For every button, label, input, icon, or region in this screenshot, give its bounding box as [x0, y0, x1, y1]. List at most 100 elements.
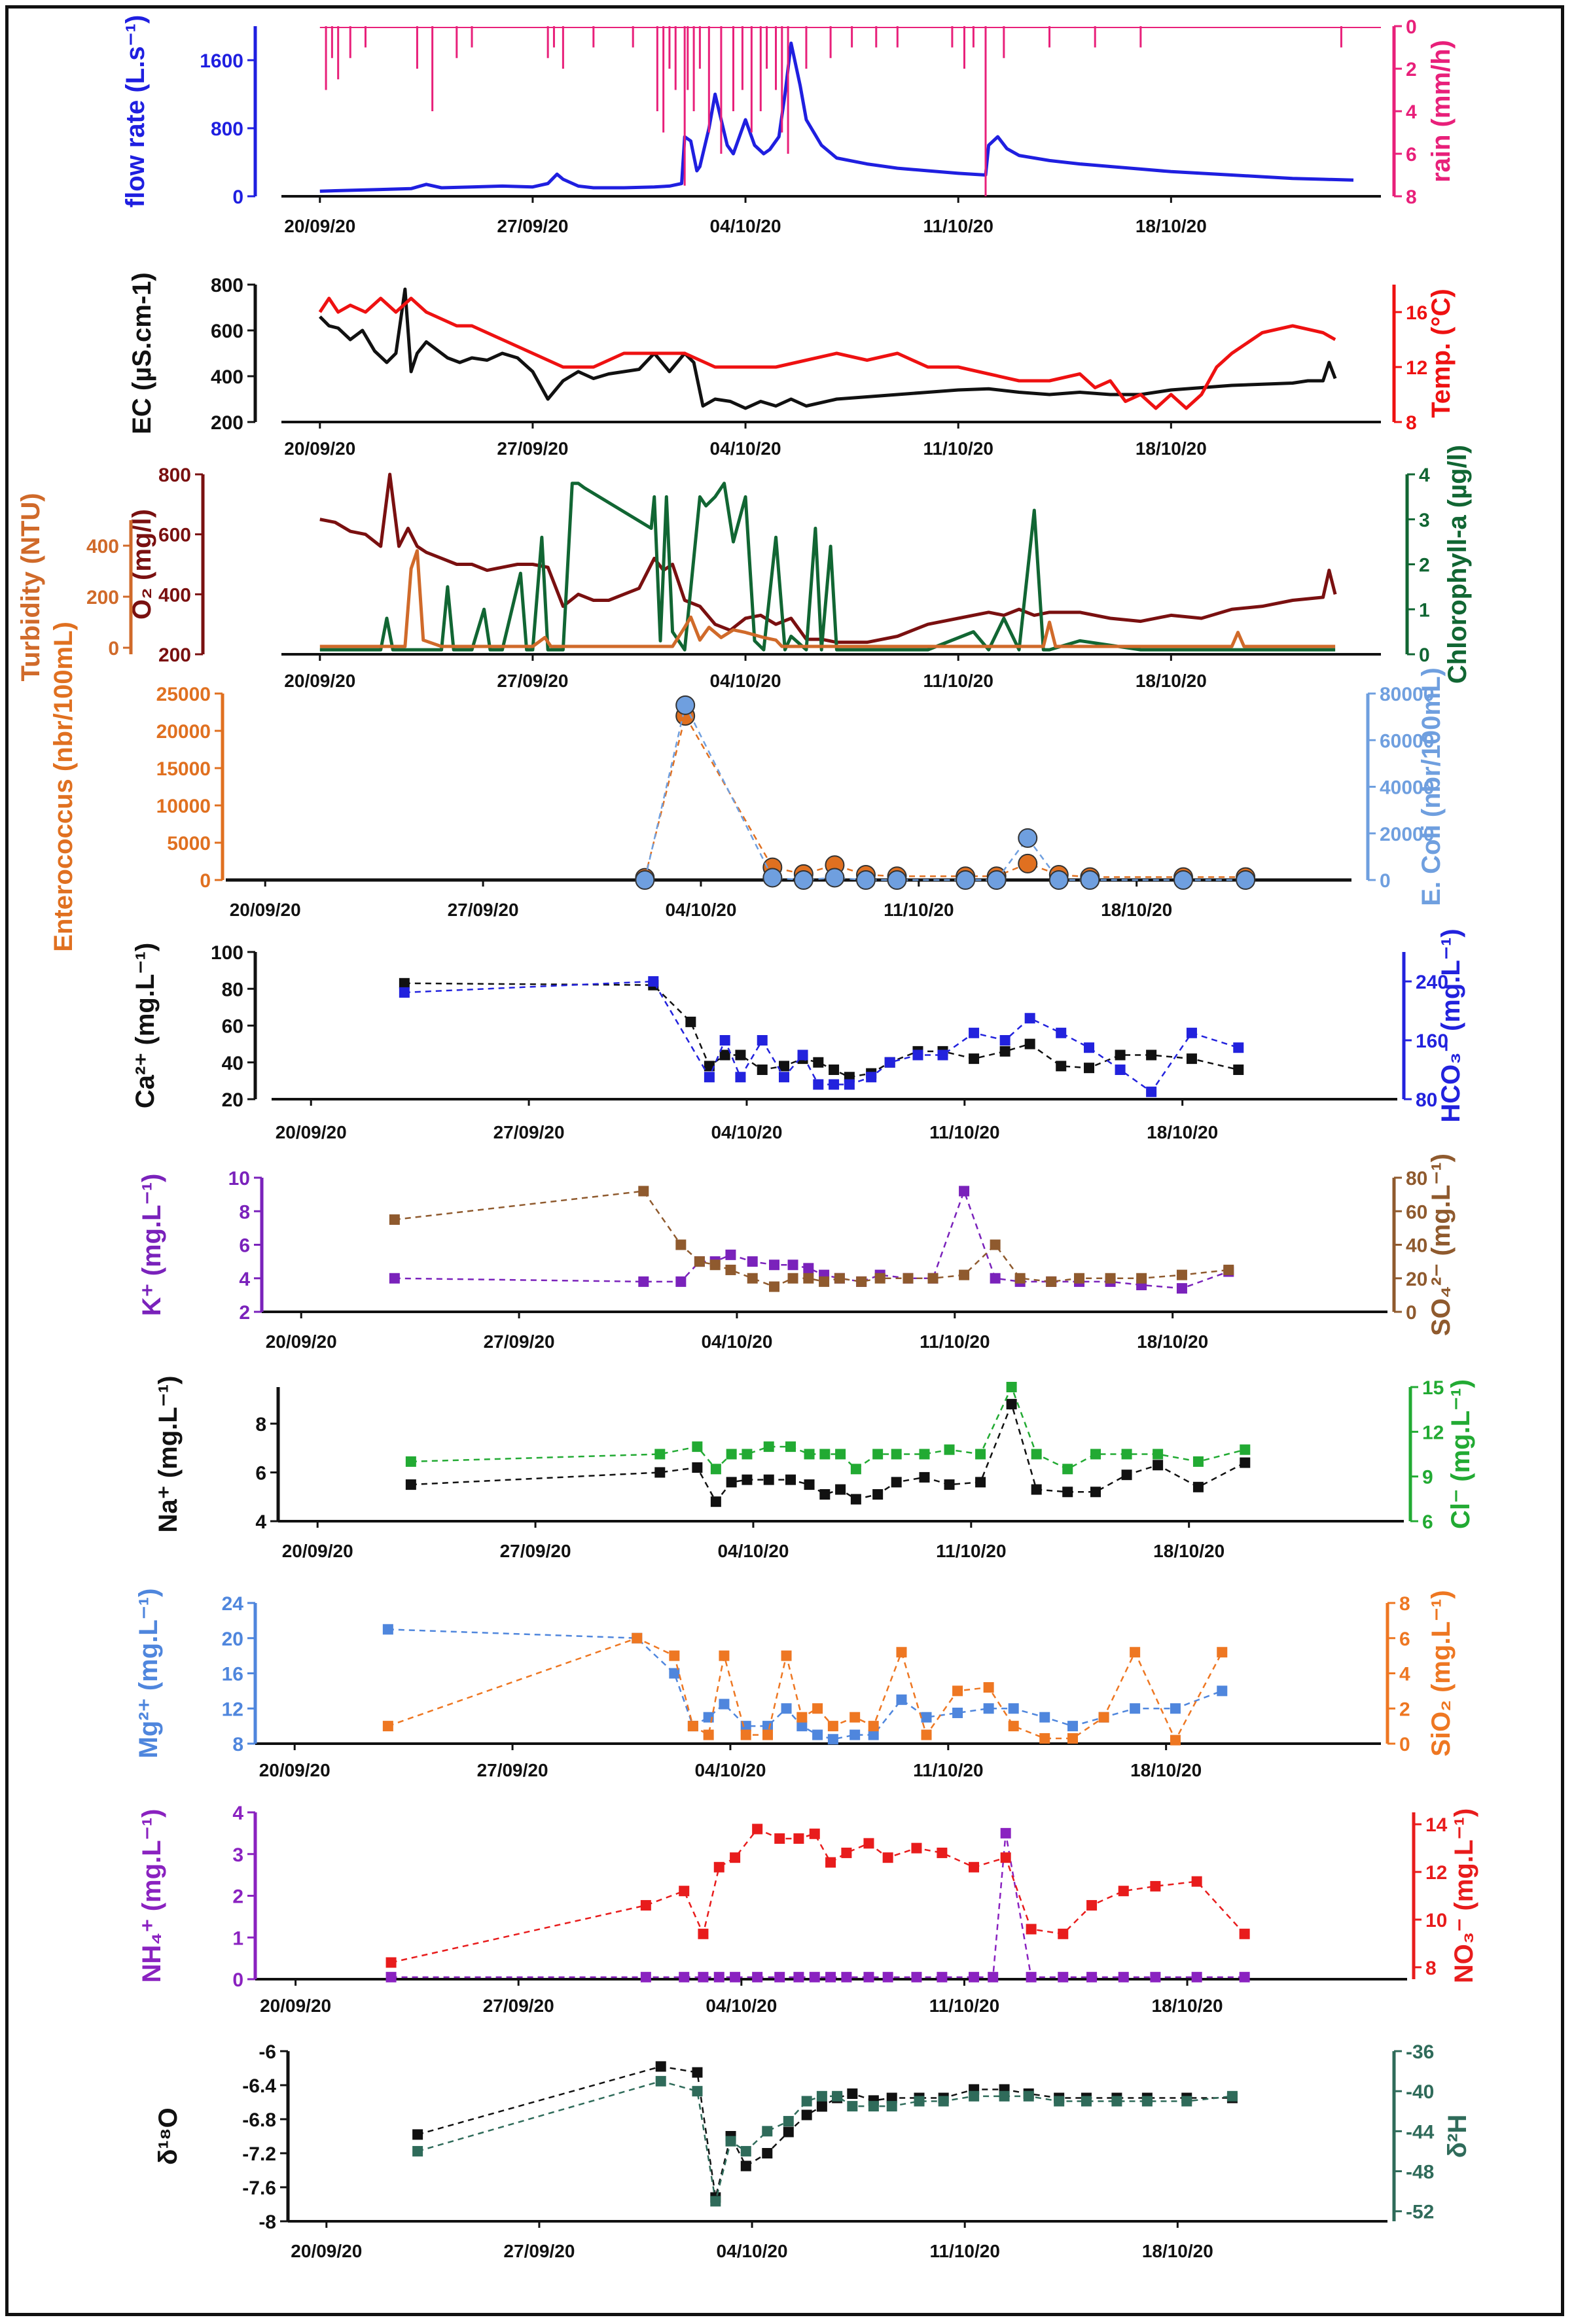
right-tick-label: 0 [1399, 1734, 1410, 1755]
right-tick-label: 2 [1406, 59, 1417, 80]
data-point [841, 1847, 852, 1858]
data-point [819, 1276, 830, 1287]
data-point [847, 2101, 858, 2112]
data-point [399, 987, 410, 998]
series-o2 [319, 472, 1337, 644]
left-axis-label: K⁺ (mg.L⁻¹) [137, 1174, 166, 1316]
left-tick-label: 4 [255, 1511, 266, 1533]
data-point [389, 1214, 400, 1225]
data-point [762, 2148, 773, 2158]
left-tick-label: 0 [232, 1969, 243, 1991]
data-point [868, 1729, 879, 1740]
data-point [1058, 1971, 1069, 1982]
data-point [1118, 1886, 1129, 1897]
series-line [319, 549, 1336, 648]
data-point [399, 977, 410, 989]
data-point [872, 1489, 884, 1500]
right-tick-label: 20 [1406, 1269, 1427, 1290]
series-dashed-line [391, 1827, 1245, 1963]
data-point [819, 1449, 831, 1460]
data-point [793, 1971, 804, 1982]
x-tick-label: 27/09/20 [493, 1122, 565, 1142]
left-tick-label: 3 [232, 1844, 243, 1866]
right-tick-label: 8 [1406, 186, 1417, 208]
left-axis-label: EC (µS.cm-1) [128, 272, 156, 434]
data-point [1080, 870, 1100, 890]
x-tick-label: 11/10/20 [929, 1122, 999, 1142]
data-point [774, 1971, 785, 1982]
data-point [787, 1259, 798, 1271]
left-axis-label: NH₄⁺ (mg.L⁻¹) [137, 1809, 166, 1983]
x-tick-label: 20/09/20 [284, 216, 355, 236]
data-point [919, 1471, 930, 1483]
data-point [1111, 2096, 1122, 2107]
data-point [793, 1833, 804, 1844]
data-point [735, 1049, 746, 1061]
right-tick-label: 0 [1406, 16, 1417, 38]
data-point [687, 1721, 698, 1732]
left-tick-label: 1600 [200, 50, 243, 72]
right-tick-label: 240 [1416, 972, 1448, 993]
data-point [1026, 1924, 1037, 1935]
data-point [1056, 1061, 1067, 1072]
x-tick-label: 20/09/20 [282, 1541, 353, 1561]
x-tick-label: 11/10/20 [936, 1541, 1006, 1561]
data-point [887, 870, 907, 890]
data-point [752, 1823, 763, 1835]
left-tick-label: 4 [239, 1269, 250, 1290]
x-tick-label: 20/09/20 [284, 438, 355, 459]
data-point [382, 1721, 393, 1732]
right-tick-label: 6 [1406, 144, 1417, 166]
data-point [914, 2096, 925, 2107]
data-point [1146, 1086, 1157, 1097]
series-sio2 [382, 1632, 1228, 1746]
data-point [783, 2126, 794, 2138]
right-tick-label: 6 [1399, 1629, 1410, 1650]
right-axis-label: Cl⁻ (mg.L⁻¹) [1446, 1379, 1475, 1529]
data-point [903, 1273, 914, 1284]
data-point [944, 1444, 955, 1455]
series-no3- [385, 1823, 1250, 1968]
data-point [698, 1928, 709, 1939]
data-point [938, 2096, 949, 2107]
series-temp- [318, 296, 1336, 410]
data-point [796, 1712, 808, 1723]
right-tick-label: 60000 [1380, 730, 1434, 752]
data-point [1014, 1273, 1026, 1284]
data-point [648, 976, 659, 987]
right-tick-label: 0 [1380, 870, 1391, 892]
left-tick-label: 200 [158, 644, 191, 666]
data-point [813, 1079, 824, 1090]
left-tick-label: 20 [222, 1089, 243, 1111]
x-tick-label: 20/09/20 [259, 1760, 331, 1780]
data-point [1098, 1712, 1109, 1723]
data-point [834, 1273, 845, 1284]
data-point [710, 2196, 721, 2207]
data-point [679, 1886, 690, 1897]
right-axis-label: SiO₂ (mg.L⁻¹) [1427, 1590, 1456, 1756]
data-point [1217, 1685, 1228, 1697]
series-line [319, 41, 1354, 193]
data-point [983, 1682, 994, 1693]
data-point [850, 1729, 861, 1740]
data-point [816, 2090, 827, 2102]
data-point [640, 1900, 651, 1911]
data-point [891, 1449, 902, 1460]
x-tick-label: 27/09/20 [448, 900, 519, 920]
panel-8: 20/09/20 27/09/20 04/10/20 11/10/20 18/10/20… [134, 1589, 1456, 1780]
data-point [1081, 2096, 1092, 2107]
left-tick-label: 8 [255, 1414, 266, 1435]
series-d2h [412, 2075, 1238, 2207]
data-point [1086, 1971, 1098, 1982]
data-point [825, 868, 845, 888]
data-point [975, 1477, 986, 1488]
data-point [847, 2088, 858, 2099]
data-point [1130, 1703, 1141, 1714]
data-point [1141, 2096, 1153, 2107]
data-point [405, 1479, 416, 1490]
data-point [829, 1079, 840, 1090]
right-tick-label: 9 [1422, 1467, 1433, 1488]
data-point [783, 2116, 794, 2127]
data-point [710, 1496, 721, 1507]
data-point [385, 1971, 397, 1982]
